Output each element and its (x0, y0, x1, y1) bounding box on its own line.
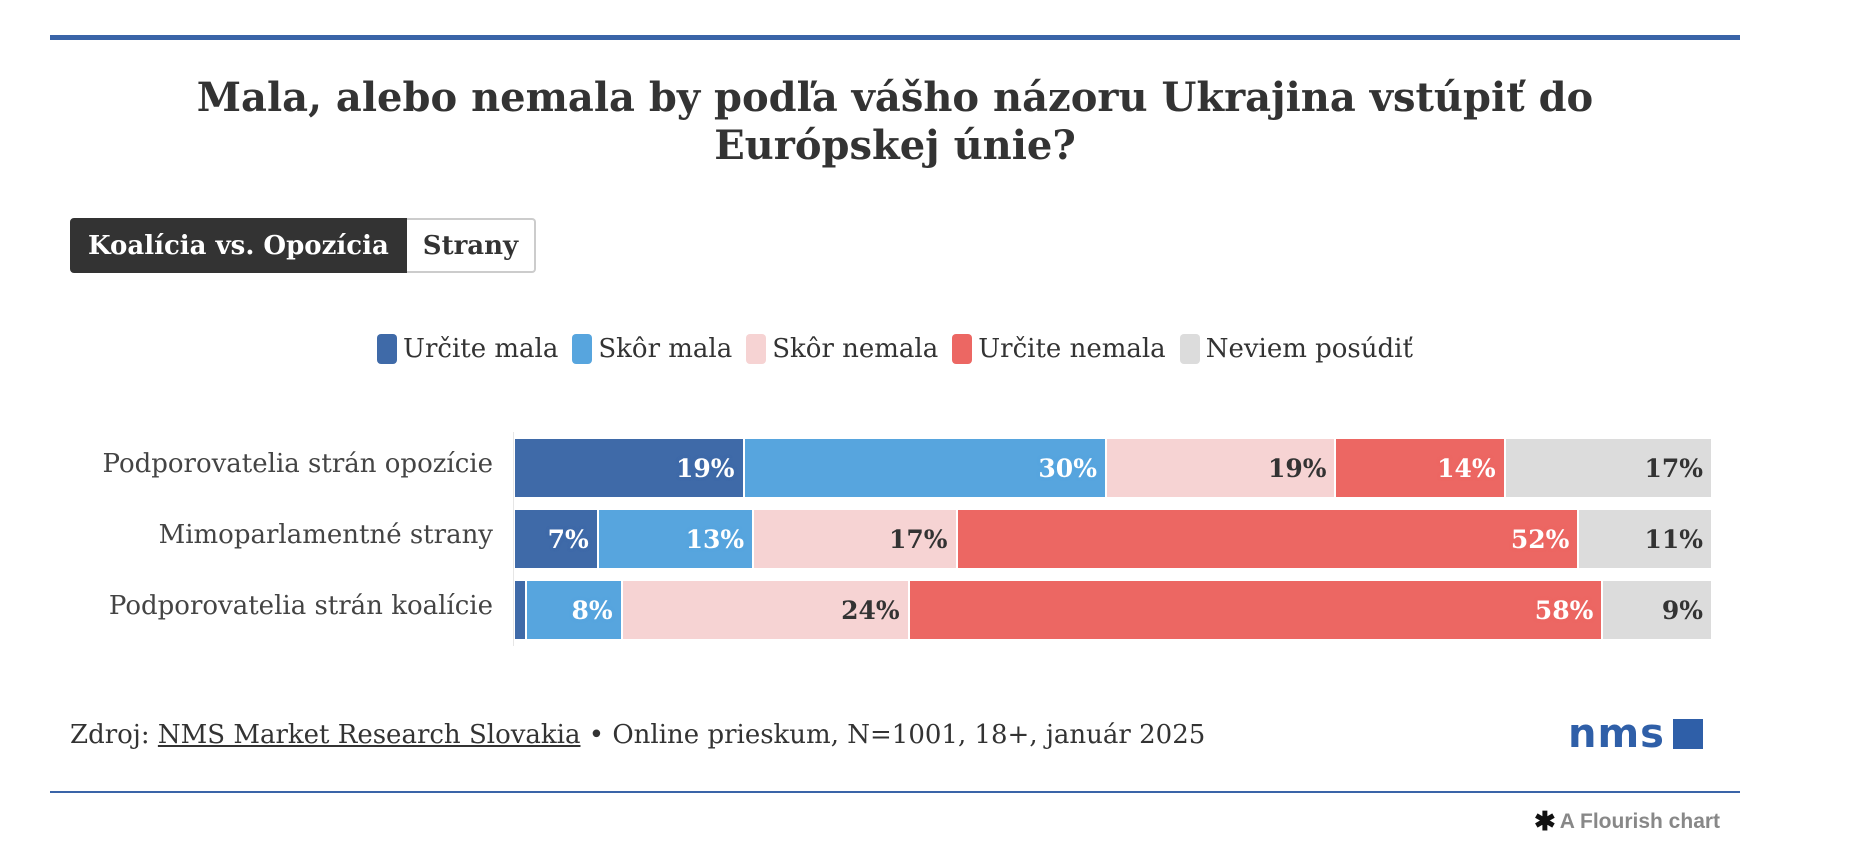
bar-segment[interactable]: 19% (1106, 439, 1337, 497)
legend-label: Skôr nemala (772, 334, 939, 364)
bar-segment[interactable]: 52% (957, 510, 1580, 568)
bar-segment[interactable]: 7% (515, 510, 599, 568)
data-label: 17% (888, 524, 948, 554)
legend-label: Skôr mala (598, 334, 733, 364)
data-label: 30% (1038, 453, 1097, 483)
bar-segment[interactable]: 8% (526, 581, 623, 639)
source-footer: Zdroj: NMS Market Research Slovakia • On… (70, 720, 1205, 750)
data-label: 19% (1267, 453, 1327, 483)
flourish-asterisk-icon: ✱ (1534, 806, 1556, 836)
data-label: 17% (1644, 453, 1703, 483)
legend-item[interactable]: Určite mala (377, 334, 558, 364)
data-label: 8% (571, 595, 613, 625)
nms-logo: nms (1568, 711, 1703, 757)
bar-segment[interactable]: 11% (1579, 510, 1711, 568)
data-label: 7% (547, 524, 589, 554)
source-prefix: Zdroj: (70, 720, 158, 750)
row-label: Podporovatelia strán koalície (108, 591, 493, 621)
bar-segment[interactable]: 14% (1336, 439, 1506, 497)
flourish-credit[interactable]: ✱ A Flourish chart (1534, 806, 1720, 837)
data-label: 52% (1510, 524, 1570, 554)
data-label: 58% (1534, 595, 1594, 625)
y-axis-line (513, 432, 514, 646)
data-label: 11% (1644, 524, 1703, 554)
chart-title: Mala, alebo nemala by podľa vášho názoru… (196, 74, 1594, 169)
toggle-parties[interactable]: Strany (406, 218, 537, 273)
view-toggle: Koalícia vs. Opozícia Strany (70, 218, 537, 273)
row-label: Podporovatelia strán opozície (102, 449, 494, 479)
legend-item[interactable]: Skôr nemala (746, 334, 938, 364)
bottom-divider (50, 791, 1740, 793)
legend-swatch (572, 334, 593, 364)
bar-segment[interactable]: 13% (598, 510, 755, 568)
row-label: Mimoparlamentné strany (158, 520, 493, 550)
legend-item[interactable]: Neviem posúdiť (1179, 334, 1413, 364)
source-link[interactable]: NMS Market Research Slovakia (157, 720, 581, 750)
legend-label: Neviem posúdiť (1205, 334, 1413, 364)
nms-logo-text: nms (1568, 711, 1665, 757)
legend-label: Určite mala (403, 334, 559, 364)
nms-logo-square (1672, 719, 1703, 749)
bar-segment[interactable]: 58% (909, 581, 1604, 639)
bar-segment[interactable] (515, 581, 527, 639)
data-label: 13% (685, 524, 745, 554)
bar-segment[interactable]: 30% (744, 439, 1107, 497)
data-label: 9% (1661, 595, 1703, 625)
legend-swatch (952, 334, 973, 364)
legend-swatch (746, 334, 767, 364)
data-label: 14% (1437, 453, 1496, 483)
legend-item[interactable]: Skôr mala (572, 334, 732, 364)
legend: Určite mala Skôr mala Skôr nemala Určite ne… (0, 334, 1790, 364)
legend-label: Určite nemala (978, 334, 1166, 364)
legend-swatch (377, 334, 398, 364)
toggle-coalition-opposition[interactable]: Koalícia vs. Opozícia (70, 218, 407, 273)
bar-segment[interactable]: 9% (1603, 581, 1711, 639)
legend-swatch (1179, 334, 1200, 364)
bar-segment[interactable]: 24% (622, 581, 910, 639)
bar-segment[interactable]: 17% (1505, 439, 1711, 497)
bar-segment[interactable]: 19% (515, 439, 745, 497)
data-label: 24% (841, 595, 900, 625)
top-divider (50, 35, 1740, 40)
bar-segment[interactable]: 17% (754, 510, 958, 568)
data-label: 19% (675, 453, 735, 483)
source-details: • Online prieskum, N=1001, 18+, január 2… (580, 720, 1206, 750)
legend-item[interactable]: Určite nemala (952, 334, 1166, 364)
flourish-credit-text: A Flourish chart (1559, 809, 1721, 833)
